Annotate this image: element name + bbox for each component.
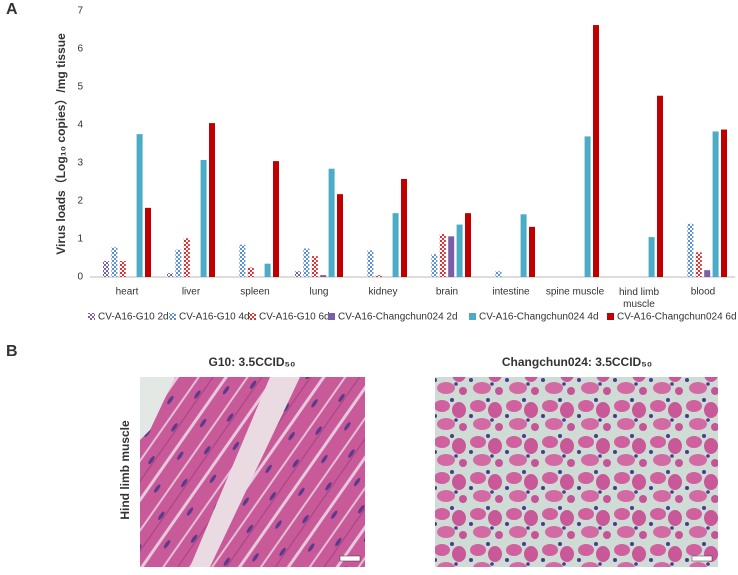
- y-tick-label: 1: [77, 234, 83, 245]
- bar: [648, 237, 655, 277]
- bar: [375, 275, 382, 277]
- y-axis-label: Virus loads（Log₁₀ copies）/mg tissue: [53, 33, 68, 255]
- image-title: Changchun024: 3.5CCID₅₀: [502, 355, 652, 369]
- x-tick-label: spine muscle: [546, 287, 605, 298]
- bar: [183, 238, 190, 277]
- bar: [712, 131, 719, 277]
- bar: [704, 270, 711, 277]
- bar: [431, 254, 438, 277]
- y-tick-label: 5: [77, 82, 83, 93]
- image-background: [140, 377, 175, 440]
- bar: [392, 213, 399, 277]
- bar: [439, 234, 446, 277]
- bar: [167, 273, 173, 277]
- x-tick-label: intestine: [492, 287, 530, 298]
- y-tick-label: 0: [77, 272, 83, 283]
- legend-swatch: [169, 313, 176, 320]
- bar: [320, 275, 327, 277]
- bar: [239, 244, 246, 277]
- bar: [593, 25, 599, 278]
- bar: [247, 267, 254, 277]
- x-tick-label: lung: [310, 287, 329, 298]
- legend-label: CV-A16-Changchun024 2d: [338, 312, 458, 323]
- bar: [456, 224, 463, 277]
- bar: [311, 256, 318, 277]
- bar: [367, 250, 374, 277]
- bar: [175, 249, 182, 277]
- legend-label: CV-A16-Changchun024 6d: [617, 312, 737, 323]
- legend-swatch: [249, 313, 256, 320]
- y-tick-label: 2: [77, 196, 83, 207]
- y-tick-label: 4: [77, 120, 83, 131]
- bar: [119, 261, 126, 277]
- bar: [465, 213, 471, 277]
- y-tick-label: 7: [77, 6, 83, 17]
- bar: [328, 168, 335, 277]
- legend-swatch: [328, 313, 335, 320]
- x-tick-label: heart: [116, 287, 139, 298]
- bar: [337, 194, 343, 277]
- x-tick-label: hind limb muscle: [619, 287, 659, 310]
- panel-label: B: [6, 343, 18, 360]
- bar: [136, 134, 143, 277]
- bar: [687, 223, 694, 277]
- bar: [103, 261, 109, 277]
- x-tick-label: kidney: [369, 287, 398, 298]
- bar: [448, 236, 455, 277]
- bar: [303, 248, 310, 277]
- x-tick-label: spleen: [240, 287, 269, 298]
- x-tick-label: blood: [691, 287, 715, 298]
- scale-bar: [339, 555, 361, 562]
- bar-chart: 0 1 2 3 4 5 6 7 heart liver spleen lung kidney brain i…: [77, 6, 735, 310]
- x-tick-label: liver: [182, 287, 201, 298]
- bar: [401, 178, 407, 277]
- bar: [200, 159, 207, 277]
- legend-label: CV-A16-Changchun024 4d: [479, 312, 599, 323]
- bar: [295, 271, 301, 277]
- legend-label: CV-A16-G10 6d: [259, 312, 330, 323]
- bar: [145, 207, 151, 277]
- legend-label: CV-A16-G10 4d: [179, 312, 250, 323]
- legend-label: CV-A16-G10 2d: [98, 312, 169, 323]
- bar: [111, 247, 118, 277]
- y-tick-label: 3: [77, 158, 83, 169]
- bar: [264, 263, 271, 277]
- bar: [520, 214, 527, 277]
- bar: [209, 123, 215, 277]
- image-title: G10: 3.5CCID₅₀: [209, 355, 296, 369]
- legend: CV-A16-G10 2d CV-A16-G10 4d CV-A16-G10 6d C…: [88, 312, 737, 323]
- bar: [273, 161, 279, 277]
- scale-bar: [691, 555, 713, 562]
- y-tick-label: 6: [77, 44, 83, 55]
- x-tick-label: brain: [436, 287, 458, 298]
- image-gap: [190, 377, 300, 567]
- bar: [657, 95, 663, 278]
- bar: [695, 252, 702, 277]
- row-label: Hind limb muscle: [118, 420, 132, 520]
- legend-swatch: [88, 313, 95, 320]
- bar: [529, 226, 535, 277]
- legend-swatch: [469, 313, 476, 320]
- bar: [721, 129, 727, 277]
- bar: [495, 271, 502, 277]
- legend-swatch: [607, 313, 614, 320]
- panel-label: A: [6, 1, 18, 18]
- histology-image: [435, 377, 718, 567]
- bar: [584, 136, 591, 277]
